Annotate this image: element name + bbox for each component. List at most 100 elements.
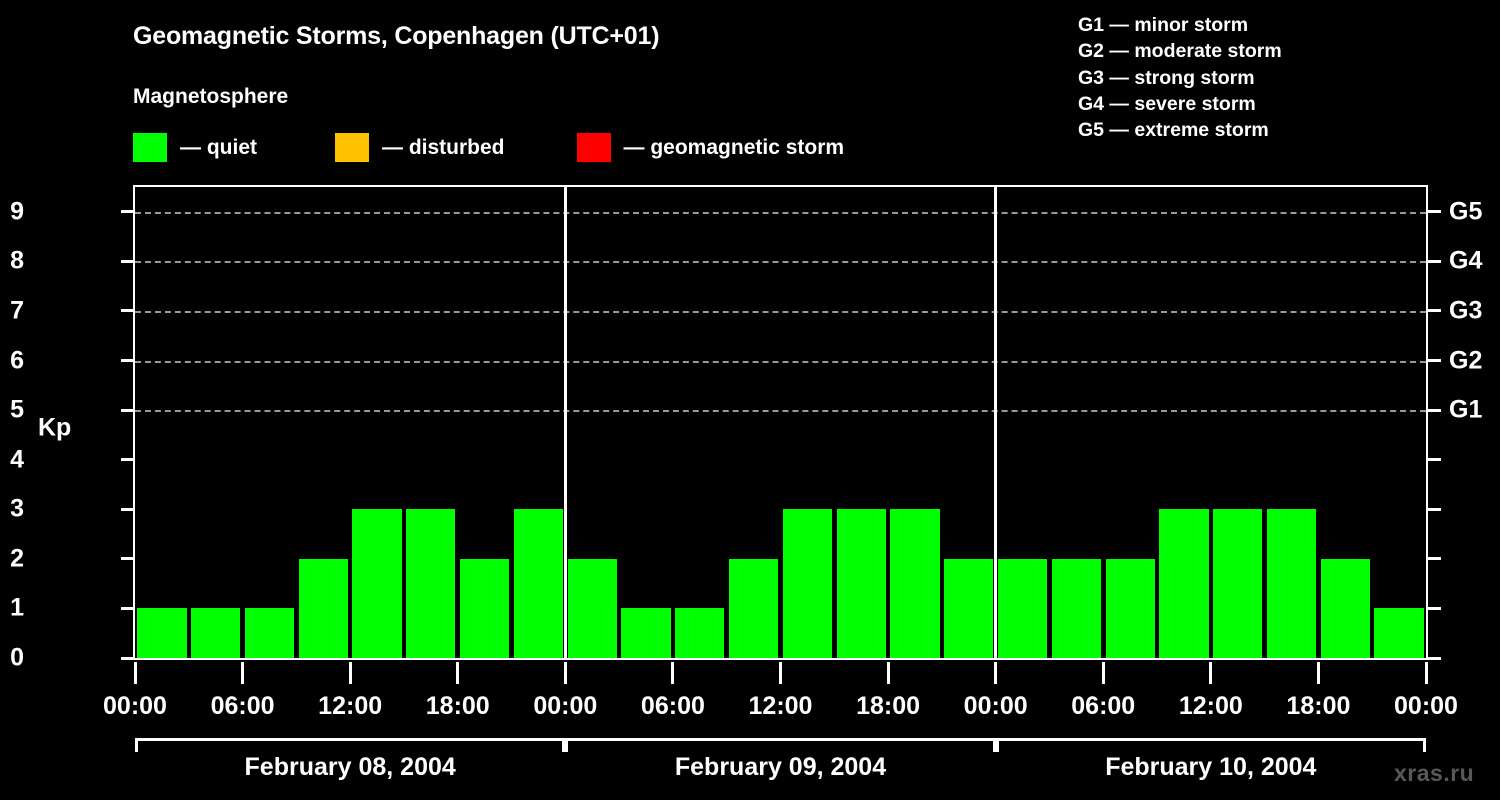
gridline-kp-6 <box>135 360 1426 363</box>
y-tick-mark-0 <box>121 656 133 660</box>
g-minor-tick-1 <box>1428 606 1441 610</box>
kp-bar[interactable] <box>675 608 725 658</box>
kp-bar[interactable] <box>191 608 241 658</box>
x-tick-label-2: 12:00 <box>318 692 383 720</box>
y-tick-mark-9 <box>121 210 133 214</box>
g-tick-label-G3: G3 <box>1449 296 1483 325</box>
g-scale-row-4: G4 — severe storm <box>1078 92 1256 115</box>
y-tick-label-5: 5 <box>10 395 24 424</box>
x-tick-mark-2 <box>348 662 352 684</box>
y-tick-mark-8 <box>121 259 133 263</box>
legend-swatch-quiet <box>133 133 167 162</box>
day-bracket-2 <box>565 738 996 752</box>
kp-bar[interactable] <box>890 509 940 658</box>
kp-bar[interactable] <box>1266 509 1317 658</box>
kp-bar[interactable] <box>782 509 833 658</box>
kp-bar[interactable] <box>406 509 456 658</box>
day-bracket-3 <box>995 738 1426 752</box>
page-title: Geomagnetic Storms, Copenhagen (UTC+01) <box>133 22 660 50</box>
g-minor-tick-0 <box>1428 656 1441 660</box>
legend-label-quiet: — quiet <box>180 135 257 159</box>
kp-bar[interactable] <box>944 558 994 658</box>
x-tick-label-9: 06:00 <box>1071 692 1136 720</box>
color-legend: — quiet — disturbed — geomagnetic storm <box>133 133 844 162</box>
day-label-2: February 09, 2004 <box>674 753 887 781</box>
kp-bar[interactable] <box>244 608 295 658</box>
x-tick-label-8: 00:00 <box>963 692 1028 720</box>
x-tick-label-6: 12:00 <box>748 692 813 720</box>
kp-bar[interactable] <box>621 608 671 658</box>
x-tick-label-7: 18:00 <box>856 692 921 720</box>
g-scale-legend: G1 — minor storm G2 — moderate storm G3 — … <box>1078 12 1282 143</box>
kp-bar[interactable] <box>1105 558 1155 658</box>
x-tick-label-1: 06:00 <box>210 692 275 720</box>
kp-bar[interactable] <box>352 509 402 658</box>
g-tick-mark-G5 <box>1428 210 1441 214</box>
x-tick-mark-7 <box>886 662 890 684</box>
y-axis-title: Kp <box>38 413 72 442</box>
legend-entry-geomagnetic-storm: — geomagnetic storm <box>576 133 845 162</box>
y-tick-label-4: 4 <box>10 445 24 474</box>
gridline-kp-9 <box>135 211 1426 214</box>
y-tick-mark-3 <box>121 507 133 511</box>
plot-area <box>133 185 1428 660</box>
kp-bar[interactable] <box>1320 558 1370 658</box>
y-tick-mark-7 <box>121 309 133 313</box>
x-tick-mark-10 <box>1209 662 1213 684</box>
y-tick-mark-2 <box>121 557 133 561</box>
kp-bar[interactable] <box>1213 509 1263 658</box>
y-tick-label-3: 3 <box>10 494 24 523</box>
subtitle: Magnetosphere <box>133 85 289 108</box>
gridline-kp-8 <box>135 261 1426 264</box>
g-minor-tick-3 <box>1428 507 1441 511</box>
kp-bar[interactable] <box>137 608 187 658</box>
x-tick-mark-0 <box>133 662 137 684</box>
legend-label-disturbed: — disturbed <box>382 135 505 159</box>
x-tick-mark-6 <box>779 662 782 684</box>
gridline-kp-7 <box>135 310 1426 313</box>
legend-entry-disturbed: — disturbed <box>335 133 505 162</box>
x-tick-mark-12 <box>1424 662 1428 684</box>
kp-bar[interactable] <box>1051 558 1101 658</box>
bars-layer <box>135 187 1426 658</box>
g-tick-label-G5: G5 <box>1449 197 1483 226</box>
kp-bar[interactable] <box>1159 509 1209 658</box>
legend-swatch-disturbed <box>335 133 369 162</box>
g-scale-row-5: G5 — extreme storm <box>1078 119 1269 142</box>
day-label-3: February 10, 2004 <box>1105 753 1317 781</box>
y-tick-mark-5 <box>121 408 133 412</box>
day-divider-2 <box>994 187 998 658</box>
x-tick-mark-5 <box>671 662 675 684</box>
x-tick-mark-4 <box>563 662 567 684</box>
kp-bar[interactable] <box>460 558 510 658</box>
kp-bar[interactable] <box>298 558 348 658</box>
g-tick-mark-G4 <box>1428 259 1441 263</box>
y-tick-label-7: 7 <box>10 296 24 325</box>
kp-bar[interactable] <box>567 558 617 658</box>
x-tick-mark-9 <box>1101 662 1105 684</box>
x-tick-label-3: 18:00 <box>425 692 490 720</box>
g-tick-label-G4: G4 <box>1449 246 1483 275</box>
day-label-1: February 08, 2004 <box>244 753 456 781</box>
y-tick-label-6: 6 <box>10 346 24 375</box>
g-scale-row-1: G1 — minor storm <box>1078 14 1249 36</box>
x-tick-mark-1 <box>241 662 245 684</box>
kp-bar[interactable] <box>997 558 1048 658</box>
g-tick-label-G2: G2 <box>1449 346 1483 375</box>
g-tick-mark-G3 <box>1428 309 1441 313</box>
y-tick-label-2: 2 <box>10 544 24 573</box>
y-tick-label-0: 0 <box>10 643 24 672</box>
kp-bar[interactable] <box>1374 608 1424 658</box>
gridline-kp-5 <box>135 410 1426 413</box>
x-tick-mark-3 <box>456 662 460 684</box>
x-tick-label-12: 00:00 <box>1394 692 1458 720</box>
y-tick-label-1: 1 <box>10 593 24 622</box>
legend-entry-quiet: — quiet <box>133 133 257 162</box>
kp-bar[interactable] <box>513 509 564 658</box>
legend-label-geomagnetic-storm: — geomagnetic storm <box>623 135 845 159</box>
kp-bar[interactable] <box>728 558 779 658</box>
kp-bar[interactable] <box>836 509 886 658</box>
g-tick-mark-G2 <box>1428 359 1441 363</box>
y-tick-mark-1 <box>121 606 133 610</box>
